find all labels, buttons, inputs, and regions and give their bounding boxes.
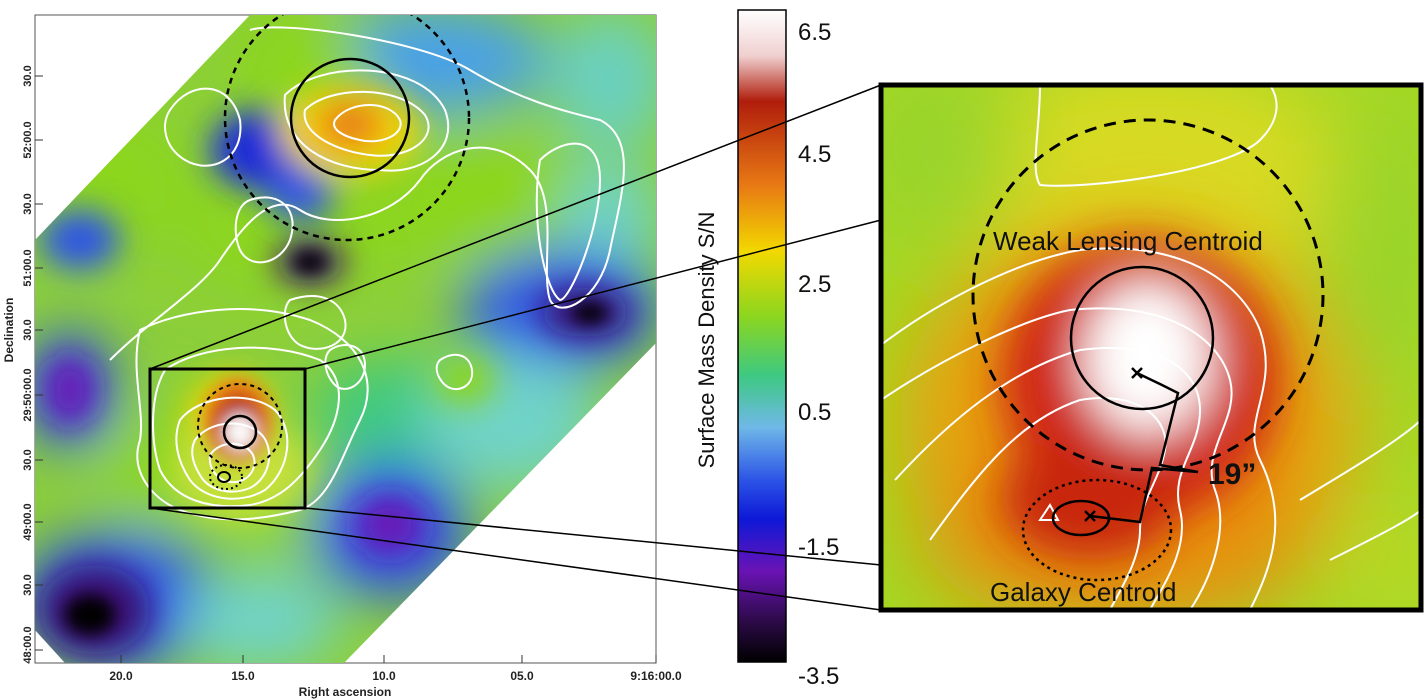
north-wl-dashed-circle (223, 15, 471, 242)
zoom-frame (878, 82, 1424, 613)
dec-tick: 30.0 (22, 574, 34, 595)
zoom-region-box (148, 367, 307, 510)
offset-label: 19” (1208, 458, 1256, 491)
colorbar-tick: 2.5 (798, 271, 831, 298)
colorbar-tick: 4.5 (798, 141, 831, 168)
axis-ticks (35, 75, 657, 663)
south-wl-circle (222, 414, 258, 450)
mass-map: 20.0 15.0 10.0 05.0 9:16:00.0 Right asce… (2, 14, 682, 699)
colorbar-tick: -1.5 (798, 534, 839, 561)
zoom-panel: Weak Lensing Centroid Galaxy Centroid 19… (878, 82, 1424, 613)
colorbar-tick: 6.5 (798, 19, 831, 46)
north-wl-circle (289, 57, 411, 179)
galaxy-circle (217, 471, 231, 483)
ra-tick: 10.0 (372, 669, 396, 683)
ra-tick: 20.0 (109, 669, 133, 683)
dec-tick: 29:50:00.0 (22, 368, 34, 421)
galaxy-centroid-label: Galaxy Centroid (990, 577, 1176, 607)
x-axis-label: Right ascension (299, 685, 392, 699)
ra-tick-labels: 20.0 15.0 10.0 05.0 9:16:00.0 (109, 669, 682, 683)
zoom-galaxy-dotted-circle (1021, 478, 1173, 582)
y-axis-label: Declination (2, 298, 16, 363)
colorbar-gradient (737, 9, 787, 663)
dec-tick-labels: 30.0 52:00.0 30.0 51:00.0 30.0 29:50:00.… (22, 65, 34, 663)
dec-tick: 30.0 (22, 449, 34, 470)
weak-lensing-label: Weak Lensing Centroid (993, 226, 1263, 256)
dec-tick: 30.0 (22, 65, 34, 86)
ra-tick: 9:16:00.0 (630, 669, 682, 683)
colorbar-label: Surface Mass Density S/N (694, 212, 719, 469)
dec-tick: 49:00.0 (22, 503, 34, 540)
dec-tick: 30.0 (22, 193, 34, 214)
offset-bracket (1089, 371, 1199, 524)
zoom-wl-circle (1069, 265, 1215, 411)
ra-tick: 15.0 (231, 669, 255, 683)
x-ray-contours (109, 26, 625, 521)
dec-tick: 51:00.0 (22, 249, 34, 286)
colorbar-tick: 0.5 (798, 399, 831, 426)
colorbar: 6.5 4.5 2.5 0.5 -1.5 -3.5 Surface Mass D… (694, 9, 839, 690)
dec-tick: 52:00.0 (22, 121, 34, 158)
zoom-connectors (149, 84, 882, 611)
colorbar-tick: -3.5 (798, 663, 839, 690)
ra-tick: 05.0 (510, 669, 534, 683)
south-wl-dashed-circle (197, 383, 283, 469)
zoom-wl-dashed-circle (971, 118, 1325, 472)
dec-tick: 30.0 (22, 319, 34, 340)
galaxy-dotted-circle (209, 464, 243, 490)
dec-tick: 48:00.0 (22, 626, 34, 663)
